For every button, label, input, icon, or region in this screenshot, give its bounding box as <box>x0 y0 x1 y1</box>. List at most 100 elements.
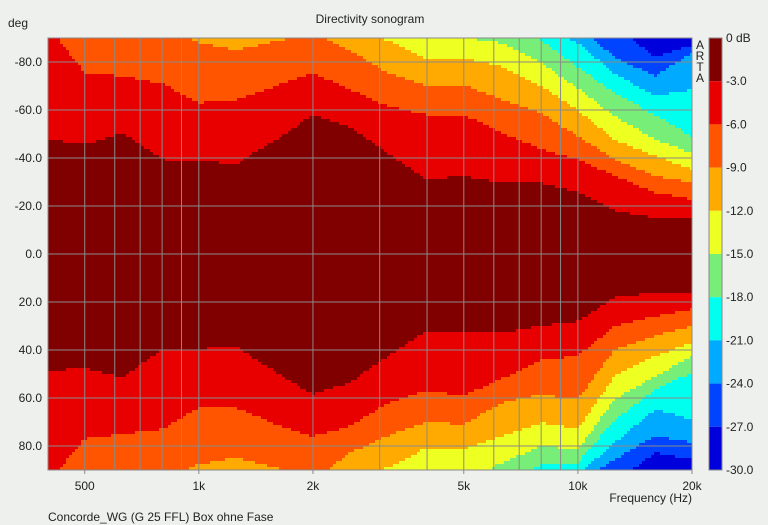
heatmap-cell <box>249 155 252 356</box>
heatmap-cell <box>192 161 195 350</box>
heatmap-cell <box>123 134 126 377</box>
heatmap-cell <box>504 182 507 332</box>
heatmap-cell <box>60 140 63 371</box>
heatmap-cell <box>444 179 447 332</box>
heatmap-cell <box>108 137 111 374</box>
heatmap-cell <box>690 218 692 293</box>
watermark-letter: A <box>696 71 704 85</box>
heatmap-cell <box>525 182 528 329</box>
heatmap-cell <box>441 179 444 332</box>
heatmap-cell <box>186 161 189 350</box>
heatmap-cell <box>270 143 273 368</box>
heatmap-cell <box>75 143 78 368</box>
heatmap-cell <box>588 197 591 314</box>
heatmap-cell <box>510 182 513 332</box>
heatmap-cell <box>297 125 300 386</box>
heatmap-cell <box>255 152 258 359</box>
x-axis-ticks: 500 1k 2k 5k 10k 20k <box>75 470 703 493</box>
heatmap-cell <box>411 170 414 341</box>
colorbar-label: -9.0 <box>726 161 747 175</box>
heatmap-cell <box>366 140 369 371</box>
colorbar: 0 dB -3.0 -6.0 -9.0 -12.0 -15.0 -18.0 -21.0 -24.… <box>708 31 754 477</box>
heatmap-cell <box>420 176 423 335</box>
heatmap-cell <box>561 188 564 323</box>
heatmap-cell <box>165 161 168 350</box>
heatmap-cell <box>234 164 237 347</box>
heatmap-cell <box>54 140 57 371</box>
heatmap-cell <box>81 143 84 368</box>
colorbar-label: -12.0 <box>726 204 754 218</box>
heatmap-cell <box>543 185 546 326</box>
heatmap-cell <box>183 161 186 350</box>
heatmap-cell <box>279 137 282 374</box>
watermark-letter: T <box>696 60 704 74</box>
heatmap-cell <box>225 164 228 347</box>
y-tick-label: -60.0 <box>15 103 43 117</box>
heatmap-cell <box>87 143 90 368</box>
heatmap-cell <box>57 140 60 371</box>
heatmap-cell <box>603 206 606 305</box>
heatmap-cell <box>357 134 360 377</box>
heatmap-cell <box>546 185 549 326</box>
heatmap-cell <box>648 218 651 293</box>
colorbar-swatch <box>709 167 722 211</box>
heatmap-cell <box>513 182 516 332</box>
heatmap-cell <box>549 185 552 326</box>
heatmap-cell <box>120 134 123 377</box>
heatmap-cell <box>354 131 357 380</box>
colorbar-label: 0 dB <box>726 31 751 45</box>
y-tick-label: 40.0 <box>19 343 43 357</box>
heatmap-cell <box>69 143 72 368</box>
heatmap-cell <box>429 179 432 332</box>
heatmap-cell <box>555 188 558 323</box>
heatmap-cell <box>681 218 684 293</box>
heatmap-cell <box>405 167 408 344</box>
heatmap-cell <box>342 125 345 386</box>
heatmap-cell <box>291 128 294 383</box>
colorbar-label: -3.0 <box>726 74 747 88</box>
y-tick-label: -20.0 <box>15 199 43 213</box>
heatmap-cell <box>78 143 81 368</box>
heatmap-cell <box>597 203 600 308</box>
heatmap-cell <box>174 161 177 350</box>
watermark-letter: R <box>696 49 705 63</box>
heatmap-cell <box>144 149 147 362</box>
colorbar-frame <box>708 37 723 471</box>
heatmap-cell <box>636 215 639 296</box>
caption: Concorde_WG (G 25 FFL) Box ohne Fase <box>48 510 274 524</box>
y-tick-label: -80.0 <box>15 55 43 69</box>
heatmap-cell <box>423 179 426 332</box>
heatmap-cell <box>66 143 69 368</box>
heatmap-cell <box>489 182 492 332</box>
heatmap-cell <box>72 143 75 368</box>
heatmap-cell <box>237 164 240 347</box>
heatmap-cell <box>663 218 666 293</box>
x-axis-label: Frequency (Hz) <box>609 491 692 505</box>
heatmap-cell <box>90 143 93 371</box>
colorbar-swatch <box>709 38 722 82</box>
heatmap-cell <box>558 188 561 323</box>
heatmap-cell <box>384 152 387 359</box>
heatmap-cell <box>480 179 483 332</box>
heatmap-cell <box>114 134 117 377</box>
heatmap-cell <box>63 143 66 371</box>
heatmap-cell <box>687 218 690 293</box>
heatmap-cell <box>570 191 573 323</box>
heatmap-cell <box>306 119 309 392</box>
heatmap-cell <box>678 218 681 293</box>
colorbar-label: -30.0 <box>726 463 754 477</box>
colorbar-label: -6.0 <box>726 117 747 131</box>
colorbar-swatch <box>709 210 722 254</box>
colorbar-label: -27.0 <box>726 420 754 434</box>
heatmap-cell <box>669 218 672 293</box>
heatmap-cell <box>96 140 99 371</box>
watermark-letter: A <box>696 38 704 52</box>
heatmap-cell <box>402 164 405 347</box>
heatmap-cell <box>240 161 243 350</box>
heatmap-cell <box>252 152 255 359</box>
heatmap-cell <box>501 182 504 332</box>
grid-lines <box>48 38 692 470</box>
heatmap-cell <box>132 140 135 371</box>
heatmap-cell <box>51 140 54 371</box>
